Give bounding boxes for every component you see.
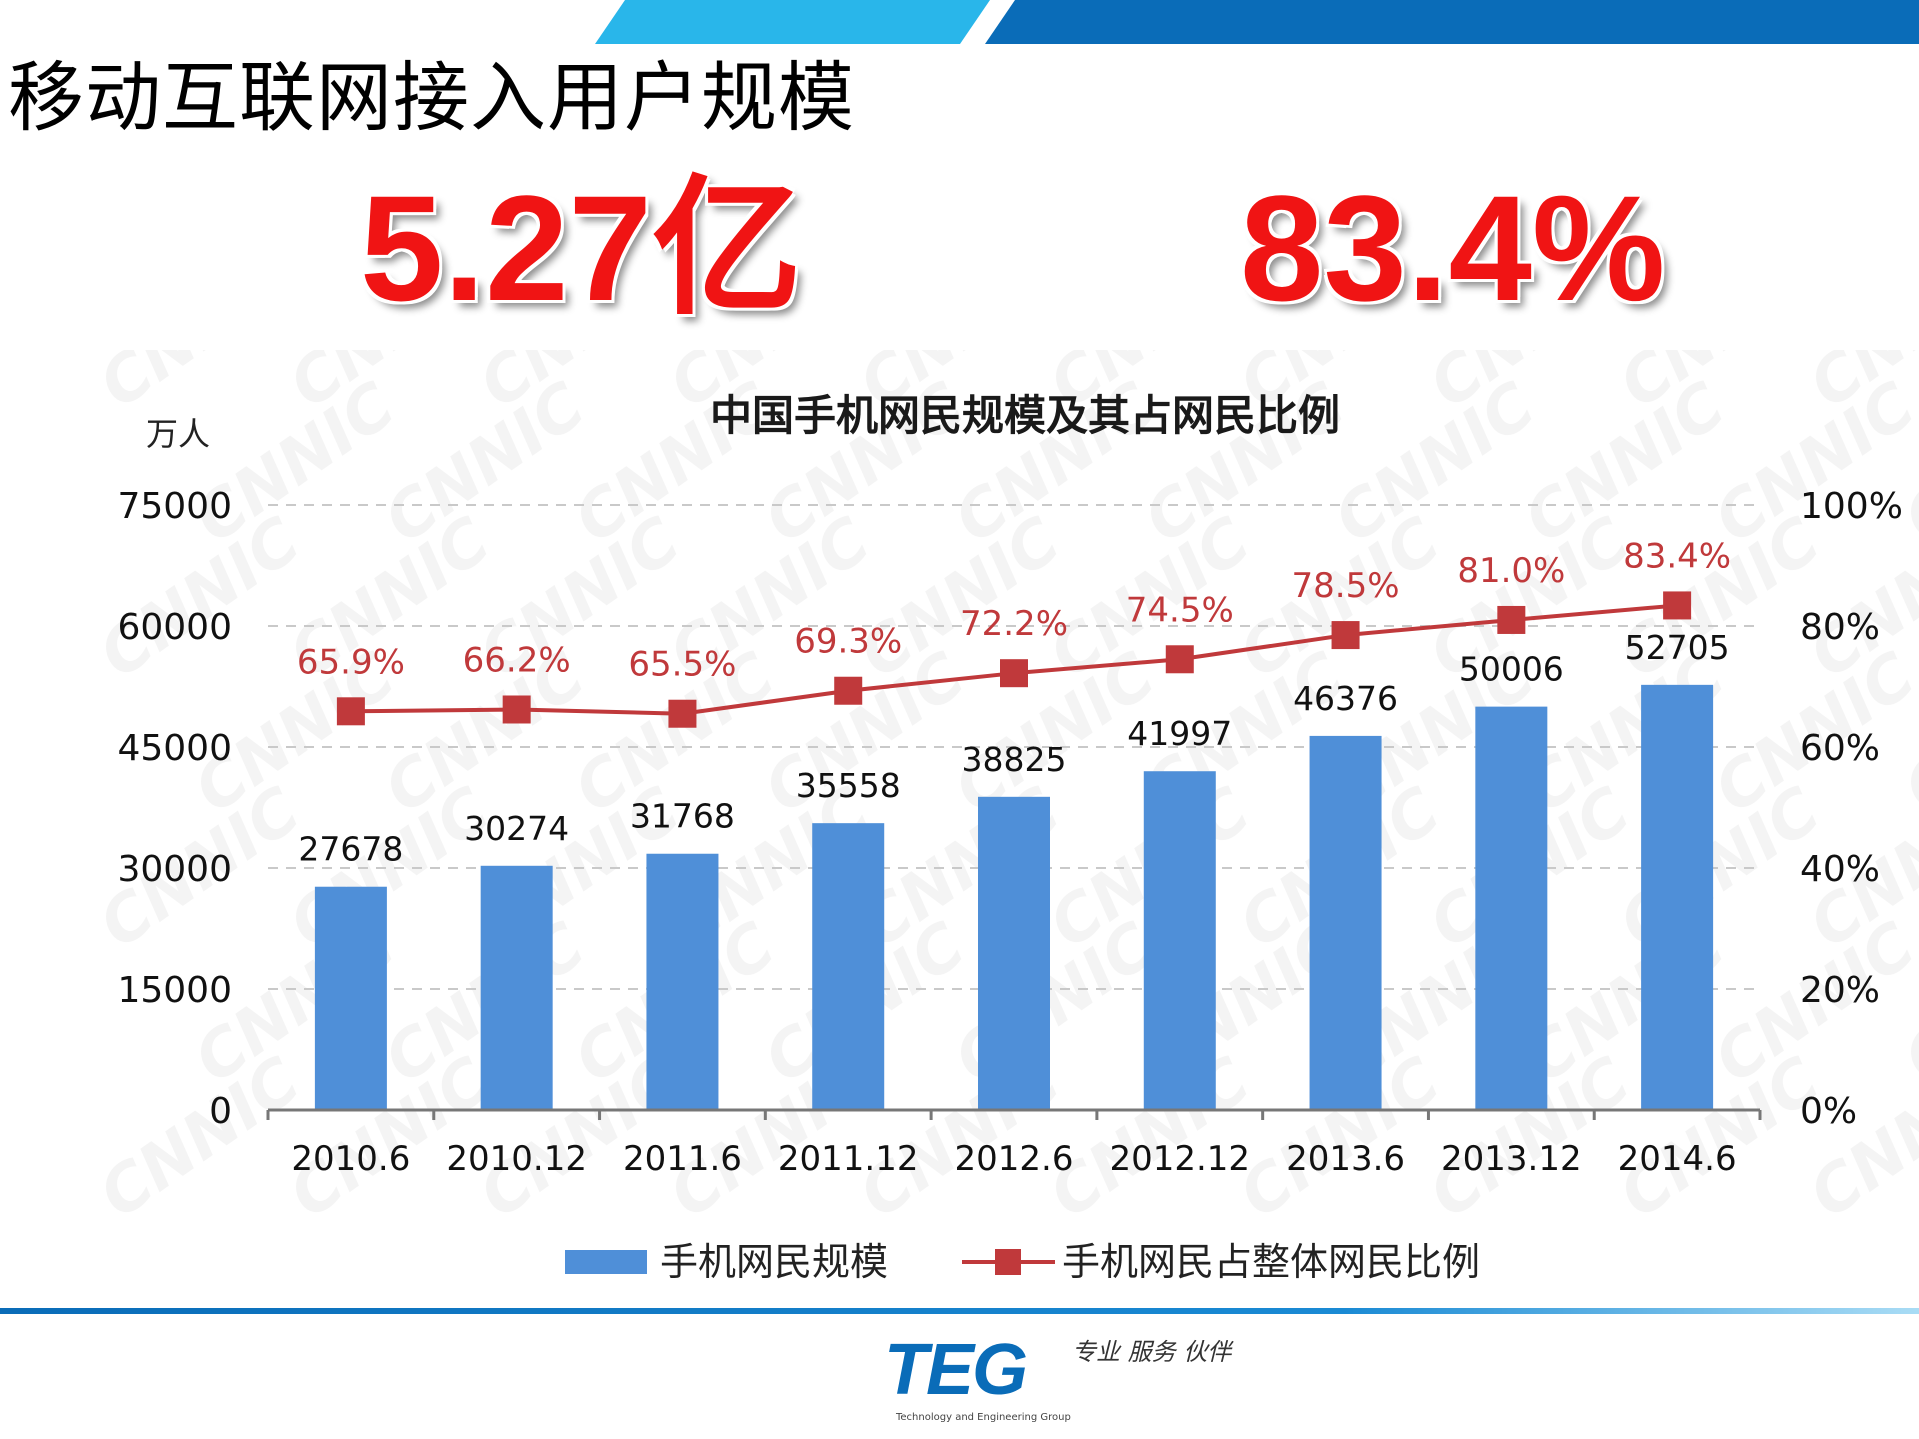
line-point — [1331, 621, 1360, 650]
line-value-label: 72.2% — [960, 604, 1068, 644]
line-value-label: 81.0% — [1457, 551, 1565, 591]
y-left-tick-label: 30000 — [117, 849, 232, 890]
y-right-tick-label: 40% — [1800, 849, 1880, 890]
line-series: 65.9% 66.2% 65.5% 69.3% 72.2% 74.5% 78.5% 81.0%… — [297, 536, 1731, 728]
line-point — [336, 697, 365, 726]
watermark-text: CNNIC — [182, 368, 409, 558]
bar-value-label: 46376 — [1293, 679, 1398, 718]
footer-divider — [0, 1308, 1919, 1314]
line-point — [1663, 591, 1692, 620]
x-tick-label: 2013.6 — [1286, 1139, 1405, 1179]
y-left-tick-label: 75000 — [117, 486, 232, 527]
y-right-tick-label: 60% — [1800, 728, 1880, 769]
line-value-label: 69.3% — [794, 622, 902, 662]
bar-value-label: 30274 — [464, 809, 569, 848]
bar-value-label: 41997 — [1127, 714, 1232, 753]
line-point — [668, 699, 697, 728]
bar — [978, 796, 1050, 1110]
bar-value-label: 50006 — [1459, 650, 1564, 689]
bar — [480, 865, 553, 1110]
line-point — [1000, 659, 1028, 688]
bar-value-label: 27678 — [298, 830, 403, 869]
line-point — [1165, 645, 1194, 674]
y-left-tick-label: 15000 — [117, 970, 232, 1011]
watermark-text: CNNIC — [1702, 368, 1919, 558]
legend-line-label: 手机网民占整体网民比例 — [1062, 1240, 1480, 1284]
x-tick-label: 2010.12 — [446, 1139, 587, 1179]
y-left-tick-label: 60000 — [117, 607, 232, 648]
y-left-tick-label: 0 — [209, 1091, 232, 1132]
mobile-netizen-chart: CNNICCNNICCNNICCNNICCNNICCNNICCNNICCNNIC… — [87, 350, 1919, 1284]
watermark-text: CNNIC — [1322, 368, 1549, 558]
bar — [812, 823, 885, 1110]
watermark-text: CNNIC — [87, 503, 314, 693]
bar-value-label: 38825 — [962, 740, 1067, 779]
legend-bar-swatch — [565, 1250, 647, 1274]
bar — [1475, 706, 1548, 1110]
teg-org-name: Technology and Engineering Group — [895, 1412, 1071, 1423]
bar-value-label: 31768 — [630, 797, 735, 836]
x-tick-label: 2011.6 — [623, 1139, 742, 1179]
bar — [1309, 735, 1382, 1110]
line-point — [834, 676, 863, 705]
slide-title: 移动互联网接入用户规模 — [8, 53, 855, 142]
bar — [314, 886, 387, 1110]
line-point — [1497, 605, 1526, 634]
line-value-label: 83.4% — [1623, 536, 1731, 576]
line-value-label: 65.9% — [297, 642, 405, 682]
x-tick-label: 2013.12 — [1441, 1139, 1582, 1179]
legend-bar-label: 手机网民规模 — [660, 1240, 888, 1284]
accent-stripe-dark — [985, 0, 1919, 44]
teg-logo-mark: TEG — [884, 1330, 1026, 1410]
x-tick-label: 2012.12 — [1109, 1139, 1250, 1179]
y-axis-left: 0 15000 30000 45000 60000 75000 — [117, 486, 232, 1132]
watermark-text: CNNIC — [1512, 368, 1739, 558]
watermark-text: CNNIC — [87, 1043, 314, 1233]
y-right-tick-label: 80% — [1800, 607, 1880, 648]
chart-title: 中国手机网民规模及其占网民比例 — [710, 391, 1340, 440]
chart-legend: 手机网民规模 手机网民占整体网民比例 — [565, 1240, 1480, 1284]
y-right-tick-label: 100% — [1800, 486, 1903, 527]
x-tick-label: 2011.12 — [778, 1139, 919, 1179]
stat-mobile-users: 5.27亿 — [360, 164, 802, 332]
x-tick-label: 2012.6 — [955, 1139, 1074, 1179]
y-right-tick-label: 20% — [1800, 970, 1880, 1011]
line-value-label: 74.5% — [1126, 590, 1234, 630]
stat-mobile-share: 83.4% — [1240, 164, 1666, 332]
legend-line-marker — [995, 1249, 1021, 1275]
watermark-text: CNNIC — [372, 368, 599, 558]
x-axis: 2010.6 2010.12 2011.6 2011.12 2012.6 2012.12 2… — [266, 1108, 1762, 1179]
bar-value-label: 52705 — [1625, 628, 1730, 667]
line-value-label: 65.5% — [628, 645, 736, 685]
header-accent-bar — [595, 0, 1919, 44]
y-right-tick-label: 0% — [1800, 1091, 1857, 1132]
x-tick-label: 2010.6 — [291, 1139, 410, 1179]
bar — [646, 853, 719, 1110]
line-point — [502, 695, 531, 724]
accent-stripe-light — [595, 0, 990, 44]
teg-logo: TEG 专业 服务 伙伴 Technology and Engineering … — [884, 1330, 1234, 1423]
bar-series: 27678 30274 31768 35558 38825 41997 46376 50006… — [298, 628, 1730, 1110]
line-value-label: 78.5% — [1292, 566, 1400, 606]
bar — [1143, 771, 1216, 1110]
watermark-text: CNNIC — [942, 908, 1169, 1098]
teg-slogan: 专业 服务 伙伴 — [1072, 1338, 1234, 1366]
x-tick-label: 2014.6 — [1618, 1139, 1737, 1179]
line-value-label: 66.2% — [463, 640, 571, 680]
y-axis-right: 0% 20% 40% 60% 80% 100% — [1800, 486, 1903, 1132]
y-axis-unit-label: 万人 — [146, 415, 210, 453]
y-left-tick-label: 45000 — [117, 728, 232, 769]
watermark-text: CNNIC — [847, 503, 1074, 693]
watermark-text: CNNIC — [1797, 1043, 1919, 1233]
bar — [1641, 684, 1714, 1110]
bar-value-label: 35558 — [796, 766, 901, 805]
